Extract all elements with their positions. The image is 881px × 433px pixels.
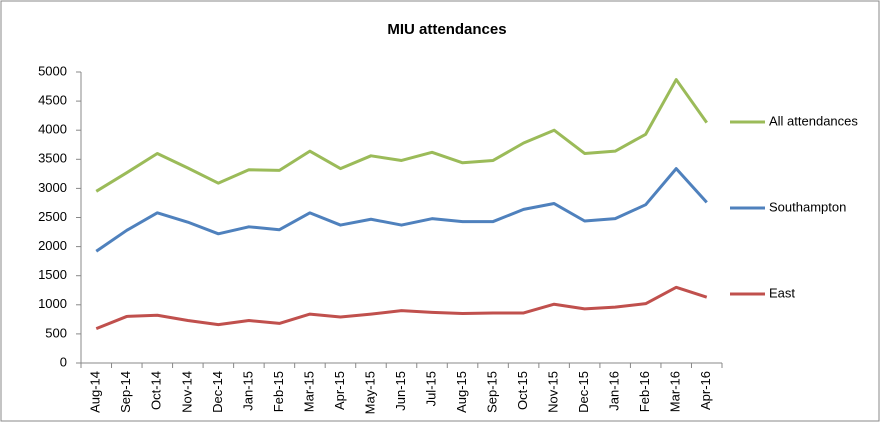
line-series [95,167,708,253]
x-tick-label: Dec-15 [576,371,591,413]
x-tick-label: Sep-15 [485,371,500,413]
x-tick-label: Jan-16 [607,371,622,411]
chart-title: MIU attendances [387,21,506,38]
x-tick-label: Mar-15 [301,371,316,412]
y-tick-label: 3500 [38,151,67,166]
y-tick-label: 2000 [38,238,67,253]
x-tick-label: Sep-14 [118,371,133,413]
x-tick-label: May-15 [362,371,377,414]
x-tick-label: Feb-16 [637,371,652,412]
y-tick-label: 1500 [38,267,67,282]
x-tick-label: Apr-16 [698,371,713,410]
x-tick-label: Jun-15 [393,371,408,411]
y-tick-label: 3000 [38,180,67,195]
chart-border [0,0,880,422]
legend-label: All attendances [769,113,858,128]
y-tick-label: 500 [45,325,67,340]
x-tick-label: Aug-15 [454,371,469,413]
line-series [95,285,708,331]
x-tick-label: Jul-15 [423,371,438,406]
y-tick-label: 5000 [38,63,67,78]
y-tick-label: 2500 [38,209,67,224]
x-tick-label: Nov-14 [179,371,194,413]
x-tick-label: Jan-15 [240,371,255,411]
line-series [95,78,708,193]
legend-label: Southampton [769,199,846,214]
x-tick-label: Mar-16 [668,371,683,412]
y-tick-label: 0 [60,354,67,369]
x-tick-label: Oct-14 [149,371,164,410]
x-tick-label: Apr-15 [332,371,347,410]
y-tick-label: 4000 [38,122,67,137]
x-tick-label: Oct-15 [515,371,530,410]
y-tick-label: 4500 [38,93,67,108]
legend-label: East [769,285,795,300]
y-tick-label: 1000 [38,296,67,311]
x-tick-label: Aug-14 [88,371,103,413]
x-tick-label: Feb-15 [271,371,286,412]
x-tick-label: Dec-14 [210,371,225,413]
x-tick-label: Nov-15 [546,371,561,413]
